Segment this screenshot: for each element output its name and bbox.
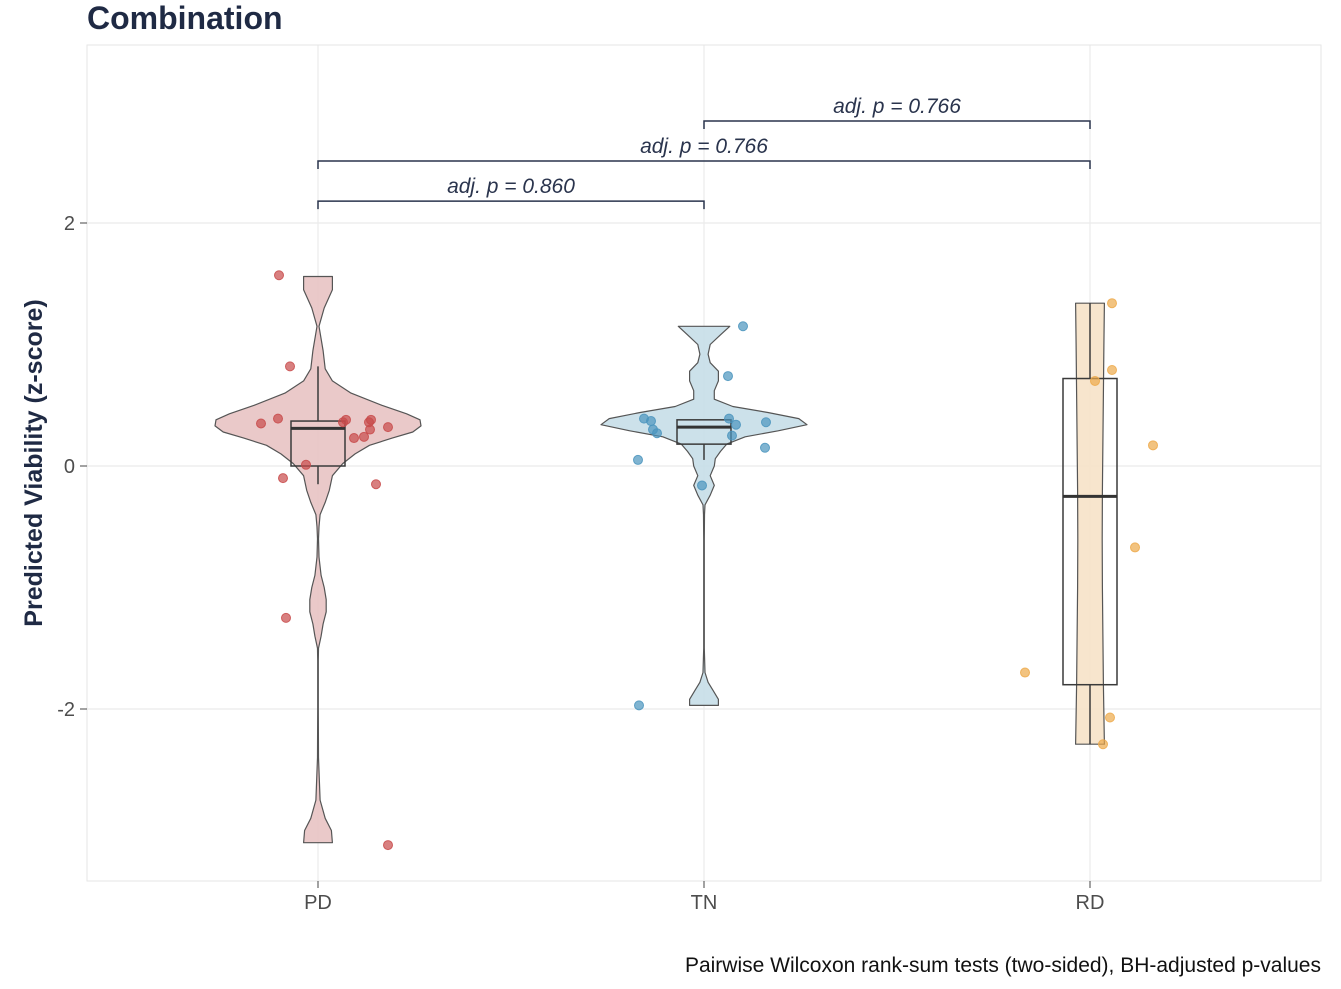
violin-tn xyxy=(600,325,808,706)
data-point xyxy=(1105,712,1115,723)
data-point xyxy=(1148,440,1158,451)
data-point xyxy=(301,459,311,470)
violin-layer xyxy=(214,275,1105,844)
significance-bracket xyxy=(317,160,1091,170)
data-point xyxy=(371,479,381,490)
x-tick-label: PD xyxy=(304,892,332,914)
data-point xyxy=(633,454,643,465)
violin-rd xyxy=(1075,302,1105,745)
data-point xyxy=(274,270,284,281)
pvalue-label: adj. p = 0.766 xyxy=(833,95,961,118)
data-point xyxy=(738,321,748,332)
data-point xyxy=(365,424,375,435)
data-point xyxy=(359,431,369,442)
data-point xyxy=(1090,375,1100,386)
data-point xyxy=(278,473,288,484)
data-point xyxy=(1130,542,1140,553)
data-point xyxy=(731,419,741,430)
x-axis-ticks: PD TN RD xyxy=(304,881,1104,914)
data-point xyxy=(383,840,393,851)
data-point xyxy=(256,418,266,429)
data-point xyxy=(1020,667,1030,678)
x-tick-label: TN xyxy=(691,892,718,914)
y-tick-label: -2 xyxy=(57,699,75,721)
bracket-layer: adj. p = 0.860 adj. p = 0.766 adj. p = 0.7… xyxy=(317,95,1091,210)
chart-caption: Pairwise Wilcoxon rank-sum tests (two-si… xyxy=(684,954,1321,977)
data-point xyxy=(338,417,348,428)
box-pd xyxy=(290,420,346,467)
data-point xyxy=(697,480,707,491)
data-point xyxy=(1107,298,1117,309)
violin-pd xyxy=(214,275,422,844)
box-rd xyxy=(1062,377,1118,686)
data-point xyxy=(273,413,283,424)
y-axis-label: Predicted Viability (z-score) xyxy=(20,299,48,626)
data-point xyxy=(723,371,733,382)
data-point xyxy=(349,433,359,444)
y-axis-ticks: 2 0 -2 xyxy=(57,213,87,721)
data-point xyxy=(646,416,656,427)
significance-bracket xyxy=(703,120,1091,129)
box-layer xyxy=(290,303,1118,745)
data-point xyxy=(383,422,393,433)
chart-title: Combination xyxy=(87,0,283,36)
data-point xyxy=(761,417,771,428)
points-layer xyxy=(256,270,1158,851)
significance-bracket xyxy=(317,200,705,210)
data-point xyxy=(634,700,644,711)
data-point xyxy=(652,428,662,439)
data-point xyxy=(281,612,291,623)
data-point xyxy=(285,361,295,372)
y-tick-label: 2 xyxy=(64,213,75,235)
x-tick-label: RD xyxy=(1076,892,1105,914)
pvalue-label: adj. p = 0.860 xyxy=(447,175,575,198)
pvalue-label: adj. p = 0.766 xyxy=(640,135,768,158)
y-tick-label: 0 xyxy=(64,456,75,478)
data-point xyxy=(760,442,770,453)
data-point xyxy=(724,413,734,424)
data-point xyxy=(1107,365,1117,376)
data-point xyxy=(1098,739,1108,750)
data-point xyxy=(727,430,737,441)
